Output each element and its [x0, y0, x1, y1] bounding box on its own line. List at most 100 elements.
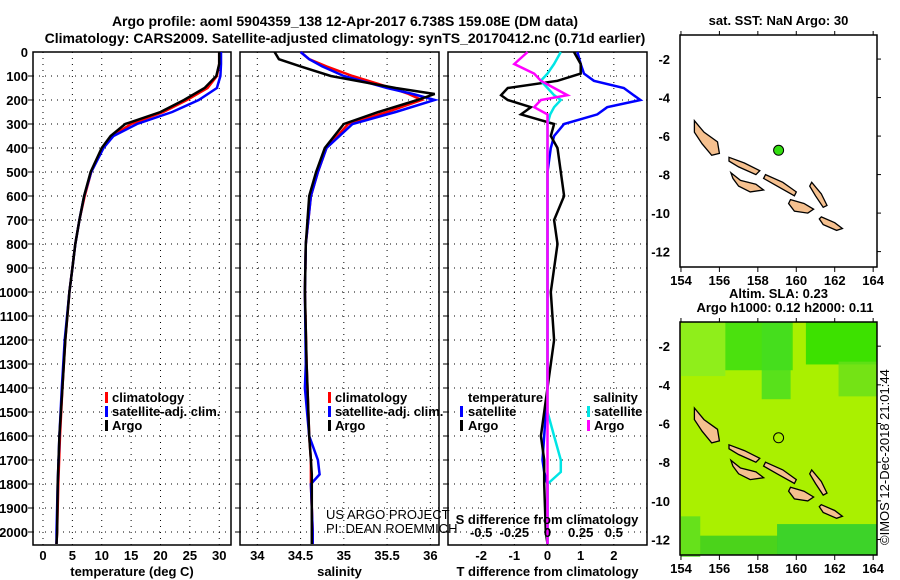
island: [808, 181, 828, 209]
sla-cell: [700, 535, 778, 555]
sla-cell: [680, 322, 726, 377]
legend-heading-temperature: temperature: [468, 390, 543, 405]
series-climatology: [55, 52, 221, 545]
series-argo: [273, 51, 436, 544]
legend-swatch: [587, 420, 590, 431]
lat-tick-label: -6: [658, 129, 670, 144]
sla-cell: [680, 516, 701, 557]
legend-label: satellite: [468, 404, 516, 419]
island: [762, 461, 798, 485]
s-tick-label: -0.25: [500, 525, 530, 540]
island: [787, 198, 815, 214]
y-tick-label: 700: [6, 213, 28, 228]
x-tick-label: 35.5: [374, 548, 399, 563]
legend-label: satellite-adj. clim.: [112, 404, 220, 419]
argo-location-marker: [773, 432, 785, 444]
lon-tick-label: 160: [785, 561, 807, 576]
lon-tick-label: 160: [785, 273, 807, 288]
x-axis-label: T difference from climatology: [456, 564, 639, 579]
s-tick-label: 0.25: [568, 525, 593, 540]
lon-tick-label: 154: [670, 561, 692, 576]
sst-map: 154 156 158 160 162 164 -2 -4 -6 -8 -10 -12 sat. SST…: [651, 13, 885, 288]
figure-title: Argo profile: aoml 5904359_138 12-Apr-20…: [112, 13, 578, 29]
lon-tick-label: 164: [862, 273, 884, 288]
sla-map: 154 156 158 160 162 164 -2 -4 -6 -8 -10 -12 Altim. S…: [651, 286, 885, 576]
legend-label: satellite-adj. clim.: [335, 404, 443, 419]
s-tick-label: 0: [544, 525, 551, 540]
island: [729, 170, 766, 193]
legend-label: Argo: [335, 418, 365, 433]
x-tick-label: 0: [544, 548, 551, 563]
lat-tick-label: -6: [658, 417, 670, 432]
legend-swatch: [587, 406, 590, 417]
legend-label: Argo: [112, 418, 142, 433]
s-axis-label: S difference from climatology: [456, 512, 640, 527]
legend-label: climatology: [335, 390, 408, 405]
credit-text: US ARGO PROJECT: [326, 507, 450, 522]
legend-swatch: [460, 406, 463, 417]
y-tick-label: 1700: [0, 453, 28, 468]
x-tick-label: 5: [69, 548, 76, 563]
legend-swatch: [105, 392, 108, 403]
lat-tick-label: -4: [658, 91, 670, 106]
y-tick-label: 600: [6, 189, 28, 204]
lon-tick-label: 162: [824, 561, 846, 576]
series-temperature-argo: [499, 51, 582, 545]
x-tick-label: 36: [423, 548, 437, 563]
legend-label: satellite: [594, 404, 642, 419]
lon-tick-label: 156: [709, 273, 731, 288]
island: [762, 173, 798, 197]
island: [728, 156, 761, 176]
y-tick-label: 1000: [0, 285, 28, 300]
lon-tick-label: 164: [862, 561, 884, 576]
lat-tick-label: -12: [651, 245, 670, 260]
plot-frame: [32, 51, 232, 546]
lat-tick-label: -8: [658, 455, 670, 470]
sla-cell: [805, 322, 878, 365]
x-tick-label: -2: [475, 548, 487, 563]
y-tick-label: 100: [6, 69, 28, 84]
y-tick-label: 2000: [0, 525, 28, 540]
lon-tick-label: 158: [747, 273, 769, 288]
map-title: sat. SST: NaN Argo: 30: [709, 13, 849, 28]
y-tick-label: 1300: [0, 357, 28, 372]
x-tick-label: 15: [124, 548, 138, 563]
map-frame: [679, 34, 878, 268]
legend-heading-salinity: salinity: [593, 390, 639, 405]
lon-tick-label: 158: [747, 561, 769, 576]
y-tick-label: 1400: [0, 381, 28, 396]
y-tick-label: 1600: [0, 429, 28, 444]
y-tick-label: 1500: [0, 405, 28, 420]
lat-tick-label: -8: [658, 168, 670, 183]
x-tick-label: -1: [509, 548, 521, 563]
salinity-panel: 34 34.5 35 35.5 36 salinity climatologysatelli…: [235, 51, 457, 579]
lon-tick-label: 156: [709, 561, 731, 576]
plot-frame: [239, 51, 440, 546]
island: [818, 503, 844, 519]
legend-swatch: [328, 392, 331, 403]
map-subtitle: Argo h1000: 0.12 h2000: 0.11: [696, 300, 873, 315]
sla-cell: [838, 361, 878, 397]
legend-label: Argo: [594, 418, 624, 433]
y-tick-label: 400: [6, 141, 28, 156]
legend-swatch: [105, 420, 108, 431]
y-tick-label: 300: [6, 117, 28, 132]
x-tick-label: 25: [183, 548, 197, 563]
y-tick-label: 800: [6, 237, 28, 252]
series-satellite-adj-clim-: [299, 51, 440, 544]
s-tick-label: 0.5: [605, 525, 623, 540]
lat-tick-label: -4: [658, 378, 670, 393]
x-tick-label: 2: [610, 548, 617, 563]
y-tick-label: 1200: [0, 333, 28, 348]
island: [693, 406, 721, 444]
x-tick-label: 34: [250, 548, 265, 563]
lat-tick-label: -12: [651, 533, 670, 548]
y-tick-label: 1900: [0, 501, 28, 516]
lat-tick-label: -10: [651, 206, 670, 221]
temperature-panel: 0100200300400500600700800900100011001200…: [0, 45, 232, 579]
legend-swatch: [328, 420, 331, 431]
x-axis-label: salinity: [317, 564, 363, 579]
sla-cell: [777, 524, 878, 555]
lat-tick-label: -10: [651, 494, 670, 509]
